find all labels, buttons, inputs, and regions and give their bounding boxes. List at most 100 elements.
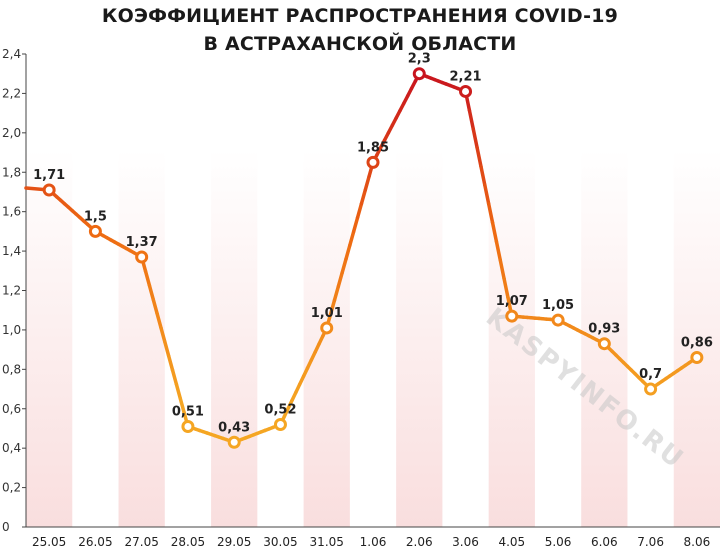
x-tick-label: 30.05 bbox=[263, 535, 297, 549]
series-line-segment bbox=[155, 311, 163, 330]
series-line-segment bbox=[328, 298, 337, 316]
y-tick-label: 2,0 bbox=[2, 126, 21, 140]
column-band bbox=[673, 150, 720, 527]
chart-title: КОЭФФИЦИЕНТ РАСПРОСТРАНЕНИЯ COVID-19 В А… bbox=[0, 2, 720, 58]
x-tick-label: 2.06 bbox=[406, 535, 433, 549]
column-band bbox=[303, 150, 350, 527]
data-label: 0,51 bbox=[172, 404, 204, 419]
y-tick-label: 2,2 bbox=[2, 86, 21, 100]
series-line-segment bbox=[348, 229, 356, 247]
x-tick-label: 1.06 bbox=[360, 535, 387, 549]
data-point bbox=[459, 84, 473, 98]
data-point bbox=[135, 250, 149, 264]
x-tick-label: 5.06 bbox=[545, 535, 572, 549]
data-label: 0,7 bbox=[639, 367, 662, 382]
x-tick-label: 8.06 bbox=[684, 535, 711, 549]
series-line-segment bbox=[479, 164, 487, 187]
data-label: 1,07 bbox=[496, 294, 528, 309]
y-tick-label: 0,2 bbox=[2, 481, 21, 495]
series-line-segment bbox=[174, 382, 182, 400]
data-label: 1,71 bbox=[33, 168, 65, 183]
y-tick-label: 1,8 bbox=[2, 165, 21, 179]
data-label: 0,93 bbox=[588, 322, 620, 337]
data-label: 0,43 bbox=[218, 420, 250, 435]
y-tick-label: 1,0 bbox=[2, 323, 21, 337]
column-band bbox=[26, 150, 73, 527]
series-line-segment bbox=[178, 396, 186, 415]
series-line-segment bbox=[359, 188, 368, 206]
data-point bbox=[42, 183, 56, 197]
data-label: 1,5 bbox=[84, 209, 107, 224]
series-line-segment bbox=[490, 220, 499, 243]
data-label: 2,3 bbox=[408, 52, 431, 67]
series-line-segment bbox=[351, 215, 360, 234]
data-point bbox=[690, 351, 704, 365]
series-line-segment bbox=[166, 354, 175, 372]
chart-title-line-1: КОЭФФИЦИЕНТ РАСПРОСТРАНЕНИЯ COVID-19 bbox=[101, 5, 619, 27]
data-point bbox=[227, 435, 241, 449]
series-line-segment bbox=[332, 284, 341, 303]
series-line-segment bbox=[355, 202, 364, 220]
data-point bbox=[320, 321, 334, 335]
x-tick-label: 25.05 bbox=[32, 535, 66, 549]
series-line-segment bbox=[147, 283, 155, 302]
series-line-segment bbox=[486, 202, 495, 225]
y-tick-label: 0,8 bbox=[2, 362, 21, 376]
series-line-segment bbox=[163, 339, 171, 358]
x-tick-label: 7.06 bbox=[637, 535, 664, 549]
series-line-segment bbox=[475, 145, 483, 169]
x-tick-label: 6.06 bbox=[591, 535, 618, 549]
data-label: 1,05 bbox=[542, 298, 574, 313]
series-line-segment bbox=[483, 183, 491, 206]
data-label: 0,52 bbox=[264, 403, 296, 418]
x-tick-label: 31.05 bbox=[310, 535, 344, 549]
series-line-segment bbox=[170, 368, 179, 386]
y-tick-label: 0 bbox=[2, 520, 10, 534]
x-tick-label: 4.05 bbox=[498, 535, 525, 549]
y-tick-label: 2,4 bbox=[2, 47, 21, 61]
series-line-segment bbox=[502, 276, 510, 300]
data-label: 1,37 bbox=[126, 235, 158, 250]
data-point bbox=[181, 419, 195, 433]
column-band bbox=[396, 150, 443, 527]
series-line-segment bbox=[340, 257, 348, 275]
y-tick-label: 0,4 bbox=[2, 441, 21, 455]
column-band bbox=[211, 150, 258, 527]
data-point bbox=[644, 382, 658, 396]
x-tick-label: 28.05 bbox=[171, 535, 205, 549]
chart-title-line-2: В АСТРАХАНСКОЙ ОБЛАСТИ bbox=[203, 33, 517, 55]
data-point bbox=[505, 309, 519, 323]
series-line-segment bbox=[494, 239, 502, 262]
series-line-segment bbox=[159, 325, 167, 344]
data-point bbox=[366, 155, 380, 169]
x-tick-label: 26.05 bbox=[78, 535, 112, 549]
y-tick-label: 1,2 bbox=[2, 284, 21, 298]
y-tick-label: 1,6 bbox=[2, 205, 21, 219]
data-point bbox=[551, 313, 565, 327]
series-line-segment bbox=[467, 108, 475, 131]
series-line-segment bbox=[151, 297, 159, 316]
series-line-segment bbox=[498, 258, 506, 281]
y-tick-label: 0,6 bbox=[2, 402, 21, 416]
series-line-segment bbox=[471, 127, 479, 150]
series-line-segment bbox=[344, 243, 352, 261]
column-band bbox=[488, 150, 535, 527]
data-label: 1,85 bbox=[357, 140, 389, 155]
data-label: 1,01 bbox=[311, 306, 343, 321]
data-point bbox=[597, 337, 611, 351]
series-line-segment bbox=[336, 271, 344, 289]
y-tick-label: 1,4 bbox=[2, 244, 21, 258]
x-tick-label: 29.05 bbox=[217, 535, 251, 549]
data-label: 2,21 bbox=[449, 69, 481, 84]
data-point bbox=[412, 67, 426, 81]
x-tick-label: 3.06 bbox=[452, 535, 479, 549]
x-tick-label: 27.05 bbox=[124, 535, 158, 549]
column-band bbox=[118, 150, 165, 527]
data-label: 0,86 bbox=[681, 336, 713, 351]
data-point bbox=[273, 418, 287, 432]
series-line-segment bbox=[363, 174, 371, 192]
series-line-segment bbox=[143, 269, 152, 287]
data-point bbox=[88, 224, 102, 238]
